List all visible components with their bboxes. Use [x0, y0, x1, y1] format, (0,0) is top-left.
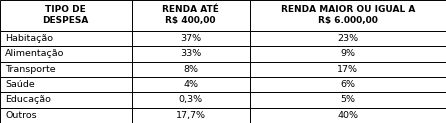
Text: Alimentação: Alimentação: [5, 49, 65, 58]
Text: 0,3%: 0,3%: [178, 95, 203, 104]
Text: 17%: 17%: [337, 65, 359, 74]
Bar: [250, 46, 446, 62]
Text: 33%: 33%: [180, 49, 201, 58]
Bar: [0, 46, 132, 62]
Text: 17,7%: 17,7%: [176, 111, 206, 120]
Text: Saúde: Saúde: [5, 80, 35, 89]
Text: 8%: 8%: [183, 65, 198, 74]
Bar: [0, 31, 132, 46]
Bar: [0, 108, 132, 123]
Text: 37%: 37%: [180, 34, 201, 43]
Text: Educação: Educação: [5, 95, 51, 104]
Text: RENDA ATÉ
R$ 400,00: RENDA ATÉ R$ 400,00: [162, 5, 219, 25]
Text: 4%: 4%: [183, 80, 198, 89]
Text: Habitação: Habitação: [5, 34, 54, 43]
Text: Outros: Outros: [5, 111, 37, 120]
Bar: [132, 62, 250, 77]
Bar: [132, 31, 250, 46]
Bar: [132, 0, 250, 31]
Text: 40%: 40%: [337, 111, 359, 120]
Text: 9%: 9%: [340, 49, 355, 58]
Bar: [132, 92, 250, 108]
Bar: [250, 92, 446, 108]
Text: 5%: 5%: [340, 95, 355, 104]
Text: 6%: 6%: [340, 80, 355, 89]
Bar: [0, 0, 132, 31]
Text: RENDA MAIOR OU IGUAL A
R$ 6.000,00: RENDA MAIOR OU IGUAL A R$ 6.000,00: [281, 5, 415, 25]
Bar: [132, 77, 250, 92]
Bar: [250, 77, 446, 92]
Bar: [132, 46, 250, 62]
Bar: [0, 77, 132, 92]
Bar: [132, 108, 250, 123]
Text: Transporte: Transporte: [5, 65, 56, 74]
Text: 23%: 23%: [337, 34, 359, 43]
Bar: [250, 108, 446, 123]
Bar: [0, 62, 132, 77]
Bar: [250, 62, 446, 77]
Bar: [250, 0, 446, 31]
Text: TIPO DE
DESPESA: TIPO DE DESPESA: [43, 5, 89, 25]
Bar: [0, 92, 132, 108]
Bar: [250, 31, 446, 46]
